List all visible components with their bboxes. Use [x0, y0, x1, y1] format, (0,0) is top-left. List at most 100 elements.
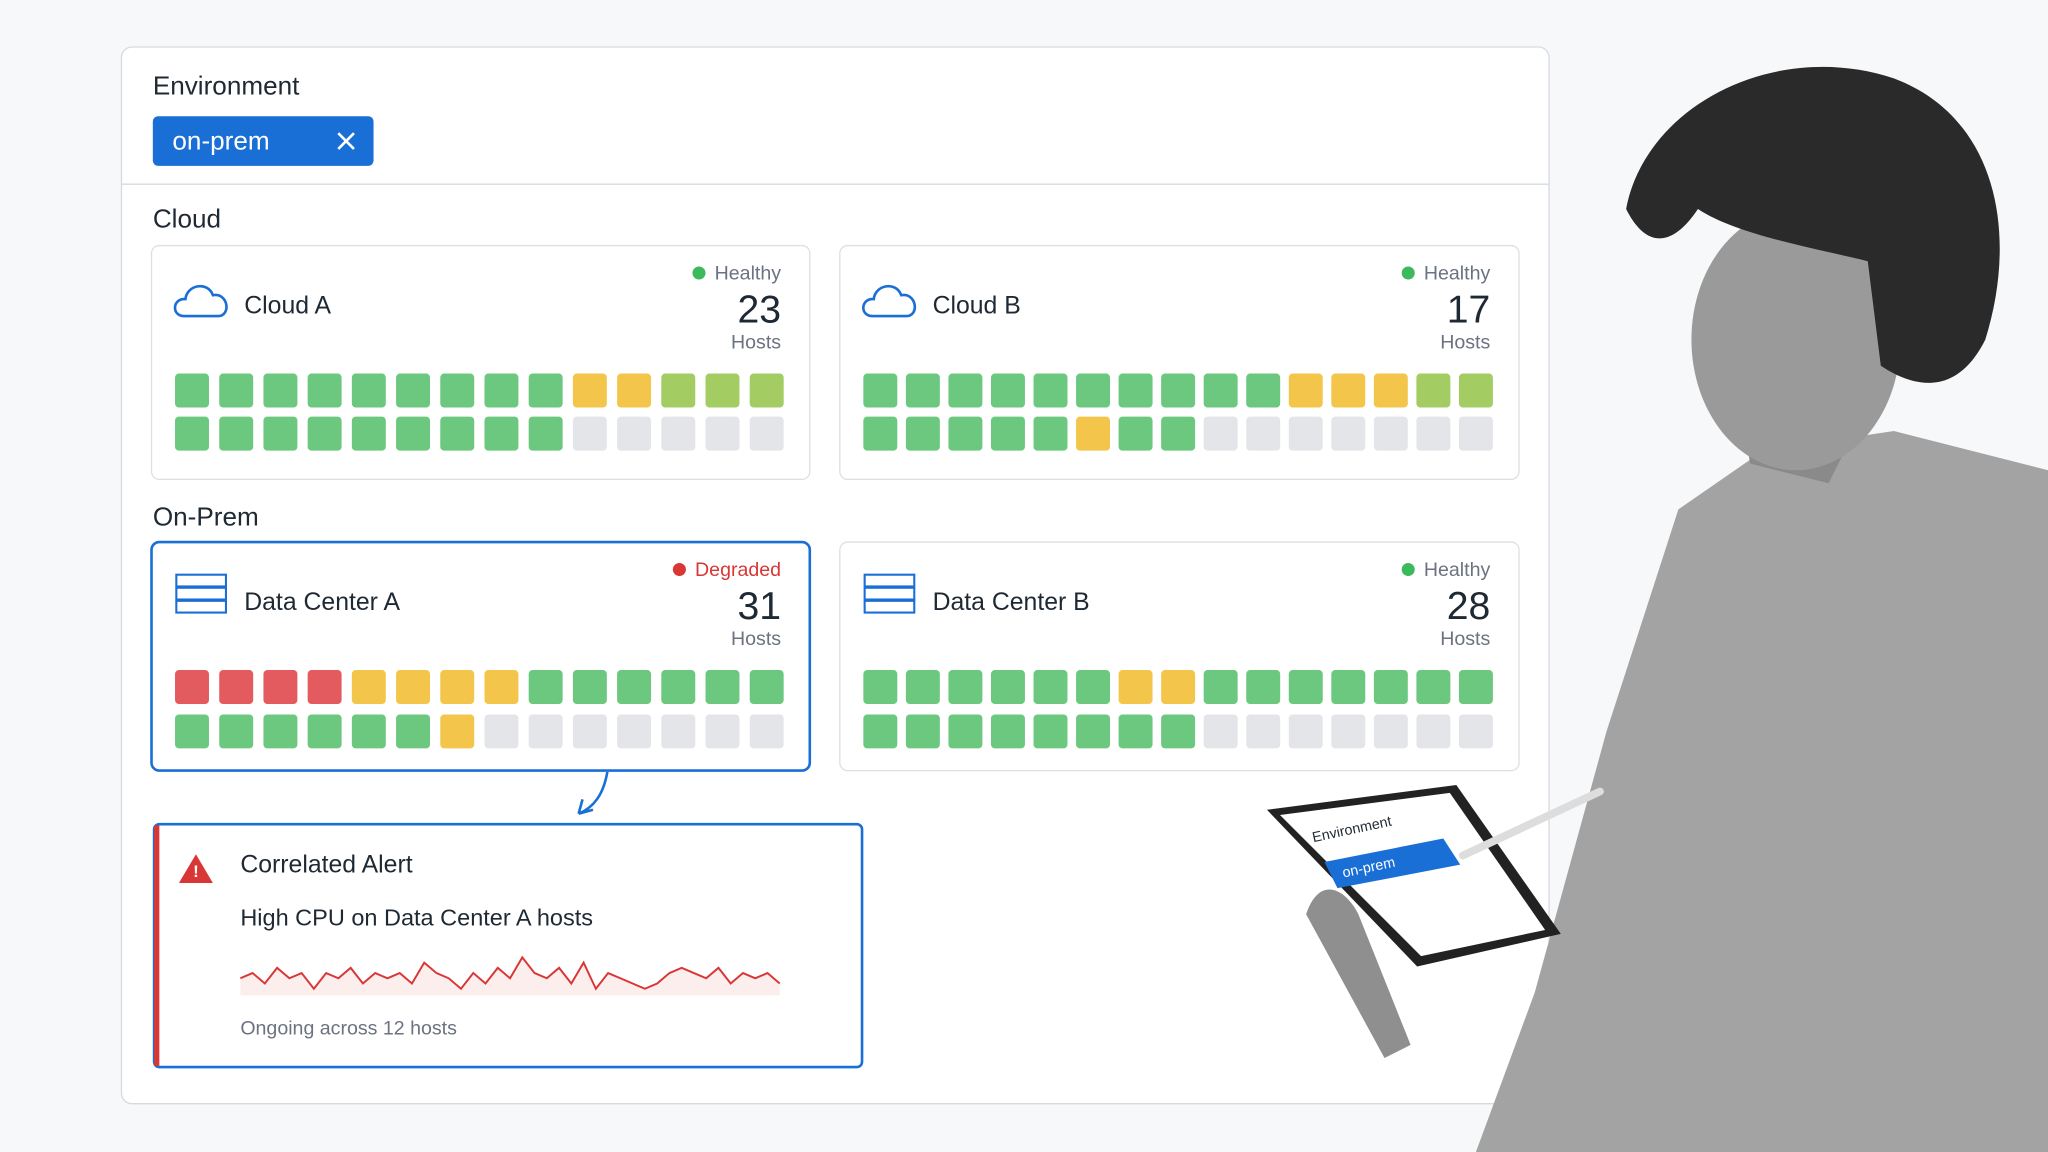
alert-footer: Ongoing across 12 hosts — [240, 1017, 457, 1039]
host-tile — [1246, 714, 1281, 749]
host-count: 23 — [737, 289, 781, 332]
host-tile — [1373, 714, 1408, 749]
host-tile — [1288, 714, 1323, 749]
host-tile — [440, 416, 475, 451]
host-tile — [705, 416, 740, 451]
host-tile — [905, 416, 940, 451]
host-tile — [440, 714, 475, 749]
link-arrow — [577, 771, 609, 815]
host-count: 17 — [1447, 289, 1491, 332]
host-tile — [1458, 714, 1493, 749]
card-title: Data Center B — [933, 589, 1090, 616]
status-dot — [692, 266, 706, 280]
alert-bar — [154, 825, 160, 1066]
host-tile — [175, 416, 209, 451]
host-unit: Hosts — [1440, 628, 1490, 650]
host-tile — [905, 373, 940, 408]
host-unit: Hosts — [731, 332, 781, 354]
host-tile — [1416, 416, 1451, 451]
host-tile — [528, 373, 563, 408]
chip-close[interactable] — [337, 132, 355, 150]
host-tile — [905, 714, 940, 749]
card-bg — [839, 541, 1520, 772]
status-dot — [672, 562, 686, 576]
host-tile — [307, 670, 342, 704]
host-tile — [617, 416, 652, 451]
card-title: Cloud A — [244, 292, 331, 319]
host-tile — [617, 670, 652, 704]
host-tile — [948, 714, 983, 749]
host-tile — [484, 373, 519, 408]
host-tile — [1203, 670, 1238, 704]
host-tile — [351, 670, 386, 704]
host-tile — [484, 416, 519, 451]
server-icon — [175, 599, 228, 614]
status-text: Healthy — [1424, 559, 1491, 581]
host-tile — [1416, 373, 1451, 408]
host-tile — [1118, 416, 1153, 451]
host-tile — [749, 670, 784, 704]
sparkline-area — [240, 957, 780, 996]
host-tile — [617, 373, 652, 408]
host-tile — [863, 670, 898, 704]
chip-bg — [152, 116, 374, 166]
host-tile — [905, 670, 940, 704]
host-tile — [572, 416, 607, 451]
host-tile — [1331, 714, 1366, 749]
host-tile — [1288, 416, 1323, 451]
cloud-icon — [862, 285, 916, 318]
host-tile — [219, 670, 254, 704]
filter-chip[interactable]: on-prem — [152, 116, 374, 166]
host-unit: Hosts — [731, 628, 781, 650]
host-tile — [661, 714, 696, 749]
sparkline — [239, 955, 781, 991]
host-tile — [1161, 416, 1196, 451]
alert-card: ! Correlated Alert High CPU on Data Center… — [152, 822, 864, 1069]
chip-text: on-prem — [172, 125, 269, 155]
host-tile — [219, 373, 254, 408]
server-icon — [175, 573, 228, 588]
host-tile — [661, 670, 696, 704]
face — [1691, 208, 1901, 471]
tablet-chip — [1324, 838, 1461, 889]
status-dot — [1401, 562, 1415, 576]
host-tile — [1373, 373, 1408, 408]
shirt — [1475, 431, 2048, 1152]
host-count: 28 — [1447, 585, 1491, 628]
alert-title: Correlated Alert — [240, 852, 412, 879]
host-tile — [1458, 416, 1493, 451]
host-tile — [863, 416, 898, 451]
host-tile — [263, 416, 298, 451]
status-text: Degraded — [695, 559, 781, 581]
host-tile — [219, 714, 254, 749]
host-tile — [528, 416, 563, 451]
host-tile — [705, 373, 740, 408]
host-tile — [1076, 416, 1111, 451]
host-tile — [307, 416, 342, 451]
host-tile — [990, 373, 1025, 408]
host-tile — [572, 373, 607, 408]
host-tile — [1033, 373, 1068, 408]
host-tile — [990, 670, 1025, 704]
host-tile — [175, 373, 209, 408]
filter-label: Environment — [153, 70, 300, 100]
host-tile — [1076, 373, 1111, 408]
host-tile — [749, 373, 784, 408]
host-tile — [1033, 416, 1068, 451]
host-tile — [705, 714, 740, 749]
card-bg — [150, 540, 812, 772]
host-tile — [263, 714, 298, 749]
server-icon — [863, 586, 916, 601]
host-tile — [440, 373, 475, 408]
host-tile — [1203, 714, 1238, 749]
hair — [1626, 66, 2000, 383]
host-tile — [396, 670, 431, 704]
host-tile — [175, 714, 209, 749]
section-title: On-Prem — [153, 501, 259, 531]
host-tile — [1331, 416, 1366, 451]
alert-message: High CPU on Data Center A hosts — [240, 905, 593, 931]
